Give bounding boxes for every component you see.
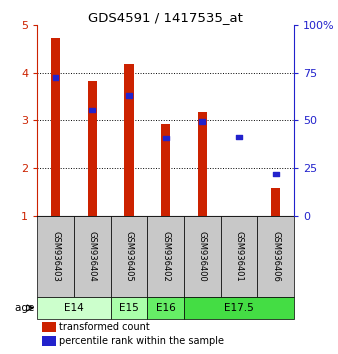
Bar xyxy=(42,336,56,346)
Text: GSM936402: GSM936402 xyxy=(161,231,170,282)
Text: age: age xyxy=(15,303,37,313)
Bar xyxy=(42,322,56,332)
Bar xyxy=(51,38,60,216)
Text: GSM936406: GSM936406 xyxy=(271,231,280,282)
Bar xyxy=(147,297,184,319)
Text: transformed count: transformed count xyxy=(59,322,150,332)
Text: GSM936403: GSM936403 xyxy=(51,231,60,282)
Bar xyxy=(184,216,221,297)
Bar xyxy=(37,216,74,297)
Bar xyxy=(111,216,147,297)
Bar xyxy=(257,216,294,297)
Text: GSM936405: GSM936405 xyxy=(124,231,134,282)
Bar xyxy=(184,297,294,319)
Text: E16: E16 xyxy=(156,303,175,313)
Bar xyxy=(111,297,147,319)
Text: E14: E14 xyxy=(64,303,84,313)
Title: GDS4591 / 1417535_at: GDS4591 / 1417535_at xyxy=(88,11,243,24)
Text: E17.5: E17.5 xyxy=(224,303,254,313)
Bar xyxy=(271,188,280,216)
Text: GSM936401: GSM936401 xyxy=(235,231,243,282)
Text: GSM936400: GSM936400 xyxy=(198,231,207,282)
Bar xyxy=(88,81,97,216)
Text: percentile rank within the sample: percentile rank within the sample xyxy=(59,336,224,346)
Bar xyxy=(147,216,184,297)
Bar xyxy=(221,216,257,297)
Bar xyxy=(198,112,207,216)
Bar xyxy=(37,297,111,319)
Bar xyxy=(161,124,170,216)
Bar xyxy=(124,64,134,216)
Text: GSM936404: GSM936404 xyxy=(88,231,97,282)
Text: E15: E15 xyxy=(119,303,139,313)
Bar xyxy=(74,216,111,297)
